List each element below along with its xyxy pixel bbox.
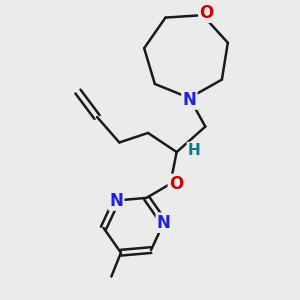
Text: H: H xyxy=(188,143,201,158)
Text: N: N xyxy=(182,91,196,109)
Text: N: N xyxy=(110,191,123,209)
Text: N: N xyxy=(157,214,171,232)
Text: O: O xyxy=(169,175,183,193)
Text: O: O xyxy=(200,4,214,22)
